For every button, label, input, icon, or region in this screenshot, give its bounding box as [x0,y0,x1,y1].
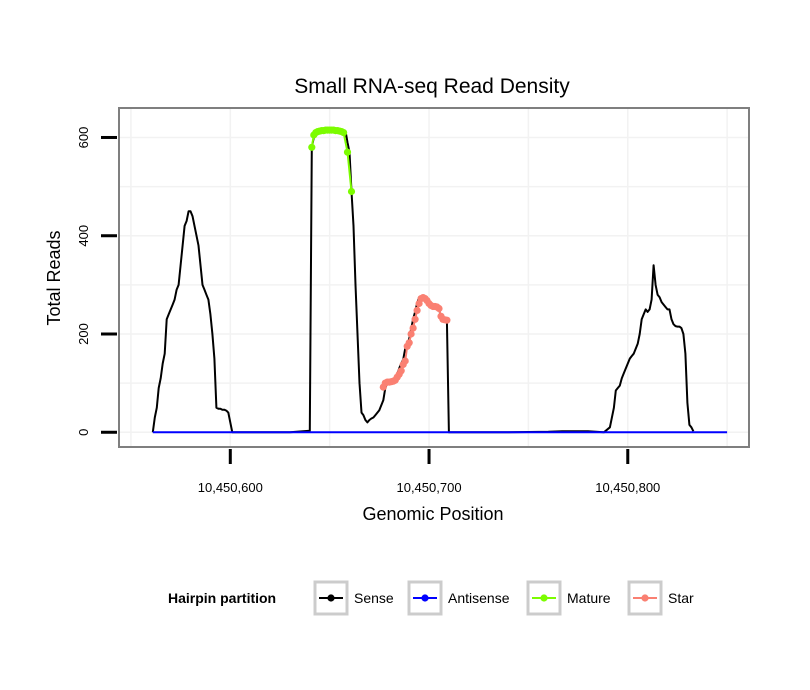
x-tick-label: 10,450,600 [198,480,263,495]
plot-panel [118,107,750,448]
legend-entry-mature: Mature [526,580,611,616]
data-point-star [435,304,443,313]
data-point-star [397,367,405,375]
y-axis-label: Total Reads [44,230,64,325]
legend-entry-sense: Sense [313,580,394,616]
data-point-mature [347,187,356,196]
data-point-star [401,357,409,365]
x-tick-label: 10,450,700 [396,480,461,495]
legend-entry-antisense: Antisense [407,580,510,616]
data-point-star [407,330,415,338]
legend: Hairpin partition Sense Antisense Mature St… [168,580,694,616]
x-axis-label: Genomic Position [362,504,503,524]
chart-title: Small RNA-seq Read Density [294,75,570,98]
plot-grid [119,108,749,447]
data-point-mature [308,143,316,151]
legend-label: Sense [354,590,394,606]
x-tick-label: 10,450,800 [595,480,660,495]
y-tick-label: 400 [76,225,91,247]
legend-label: Antisense [448,590,510,606]
x-axis: 10,450,600 10,450,700 10,450,800 [198,449,660,495]
legend-key-dot [421,594,429,602]
legend-entry-star: Star [627,580,694,616]
y-axis: 0 200 400 600 [76,127,117,436]
legend-key-dot [540,594,548,602]
series-layer [151,126,728,434]
legend-label: Mature [567,590,611,606]
legend-key-dot [327,594,335,602]
legend-key-dot [641,594,649,602]
data-point-star [443,316,451,324]
legend-label: Star [668,590,694,606]
data-point-mature [343,148,352,156]
data-point-star [409,324,417,332]
series-line-sense [151,129,695,434]
y-tick-label: 600 [76,127,91,149]
data-point-star [405,339,413,347]
y-tick-label: 200 [76,323,91,345]
data-point-mature [340,129,348,137]
data-point-star [413,306,421,314]
legend-title: Hairpin partition [168,590,276,606]
data-point-star [411,315,419,323]
series-line-mature [310,129,353,192]
y-tick-label: 0 [76,429,91,436]
